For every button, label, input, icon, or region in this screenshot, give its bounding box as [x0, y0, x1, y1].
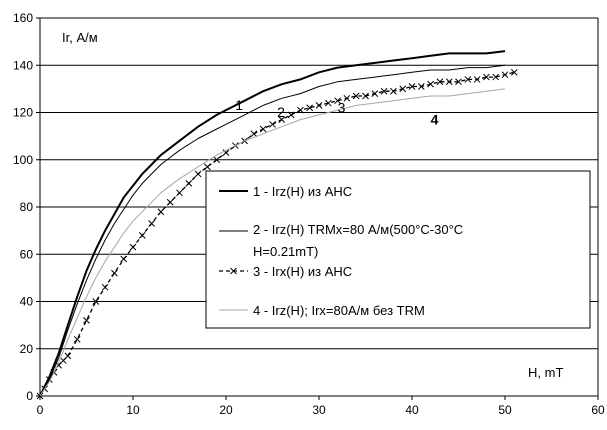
series-3-point: [371, 90, 379, 97]
series-3-point: [185, 180, 193, 187]
series-3-point: [148, 220, 155, 227]
y-tick-label: 0: [26, 389, 33, 403]
y-tick-label: 20: [20, 342, 34, 356]
series-3-point: [194, 170, 202, 178]
series-3-point: [287, 111, 295, 119]
series-3-point: [436, 78, 444, 86]
y-tick-label: 140: [13, 58, 33, 72]
series-3-point: [362, 92, 369, 100]
series-3-point: [343, 94, 351, 102]
series-3-point: [455, 78, 462, 86]
y-tick-label: 60: [20, 247, 34, 261]
curve-label-3: 3: [338, 100, 346, 116]
series-lines: [36, 50, 518, 400]
series-3-point: [64, 352, 72, 360]
series-3-point: [259, 125, 267, 133]
y-tick-label: 160: [13, 11, 33, 25]
y-tick-label: 80: [20, 200, 34, 214]
series-3-point: [278, 116, 286, 123]
legend: 1 - Irz(H) из АНС 2 - Irz(H) TRMx=80 А/м…: [205, 170, 591, 329]
series-3-point: [111, 269, 118, 277]
legend-label-4: 4 - Irz(H); Irx=80А/м без TRM: [253, 303, 425, 318]
x-tick-label: 60: [591, 403, 605, 417]
series-3-point: [417, 83, 425, 90]
axes: 0 20 40 60 80 100 120 140 160 0 10 20 30 40 50 60: [13, 11, 605, 417]
series-3-point: [390, 87, 397, 95]
x-tick-label: 40: [405, 403, 419, 417]
curve-label-4: 4: [431, 111, 439, 127]
series-3-point: [73, 335, 81, 343]
x-tick-label: 30: [312, 403, 326, 417]
legend-label-3: 3 - Irx(H) из АНС: [253, 264, 352, 279]
series-3-point: [492, 73, 500, 81]
x-tick-label: 20: [219, 403, 233, 417]
legend-box: [205, 170, 591, 329]
series-3-point: [483, 73, 490, 81]
series-3-point: [306, 104, 314, 112]
y-tick-label: 120: [13, 106, 33, 120]
curve-labels: 1 2 3 4: [235, 97, 438, 127]
series-3-point: [222, 149, 230, 157]
legend-swatch-3-marker: [230, 267, 237, 275]
series-3-point: [334, 97, 341, 105]
legend-label-2-line2: H=0.21mT): [253, 244, 318, 259]
series-3-point: [408, 83, 416, 90]
series-3-point: [297, 106, 304, 114]
y-tick-label: 100: [13, 153, 33, 167]
series-line-2: [39, 64, 506, 397]
series-3-point: [352, 92, 360, 100]
y-axis-title: Ir, А/м: [62, 30, 98, 45]
y-tick-label: 40: [20, 295, 34, 309]
legend-swatch-3: [219, 267, 248, 275]
series-3-point: [399, 85, 407, 93]
series-3-point: [445, 78, 453, 86]
series-3-point: [510, 68, 518, 76]
series-3-point: [324, 99, 332, 107]
series-3-point: [380, 87, 388, 95]
series-line-1: [39, 50, 506, 397]
series-3-point: [501, 71, 509, 79]
series-3-point: [166, 198, 174, 206]
series-3-point: [250, 130, 258, 138]
x-tick-label: 10: [126, 403, 140, 417]
series-3-point: [176, 189, 183, 197]
series-3-point: [138, 231, 146, 239]
series-line-4: [39, 88, 506, 397]
series-3-point: [269, 120, 276, 128]
series-3-point: [204, 163, 211, 171]
series-3-point: [157, 208, 165, 216]
series-3-point: [92, 298, 100, 305]
curve-label-1: 1: [235, 97, 243, 113]
series-3-point: [473, 76, 481, 83]
x-axis-title: H, mT: [528, 365, 563, 380]
series-3-point: [129, 243, 137, 251]
series-3-point: [464, 76, 472, 83]
series-3-point: [101, 283, 109, 291]
curve-label-2: 2: [277, 104, 285, 120]
legend-label-2: 2 - Irz(H) TRMx=80 А/м(500°С-30°С: [253, 222, 463, 237]
series-3-point: [427, 80, 434, 88]
legend-label-1: 1 - Irz(H) из АНС: [253, 184, 352, 199]
series-3-point: [213, 156, 221, 164]
series-3-point: [120, 255, 128, 263]
x-tick-label: 0: [37, 403, 44, 417]
series-3-point: [83, 317, 90, 324]
x-tick-label: 50: [498, 403, 512, 417]
series-3-point: [315, 102, 323, 109]
